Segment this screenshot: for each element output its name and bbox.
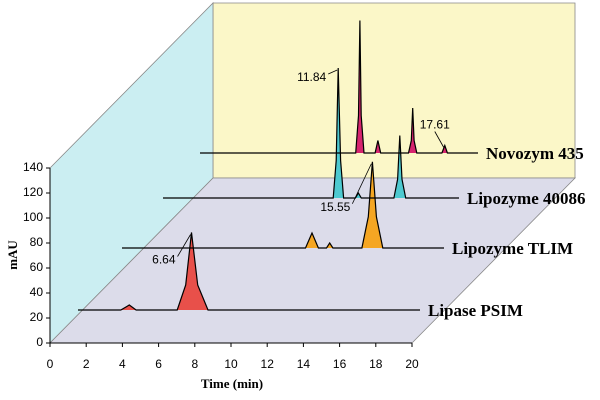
trace [200, 20, 478, 154]
y-tick-label: 120 [23, 185, 43, 199]
peak-annotation: 11.84 [297, 70, 326, 84]
y-tick-label: 100 [23, 210, 43, 224]
trace [122, 161, 444, 249]
peak-annotation: 17.61 [420, 118, 450, 132]
x-tick-label: 12 [261, 357, 275, 371]
x-tick-label: 20 [405, 357, 419, 371]
y-tick-label: 0 [36, 335, 43, 349]
y-tick-label: 80 [30, 235, 44, 249]
series-label: Lipozyme 40086 [467, 189, 586, 208]
x-axis-title: Time (min) [201, 376, 263, 391]
x-tick-label: 18 [369, 357, 383, 371]
annotation-arrow [434, 131, 445, 148]
x-tick-label: 14 [297, 357, 311, 371]
series-label: Lipozyme TLIM [452, 239, 573, 258]
y-tick-label: 20 [30, 310, 44, 324]
series-label: Novozym 435 [486, 144, 584, 163]
y-axis-title: mAU [5, 240, 20, 270]
peak-annotation: 6.64 [152, 253, 176, 267]
annotation-arrow [177, 234, 191, 257]
peak-annotation: 15.55 [320, 200, 350, 214]
x-tick-label: 8 [191, 357, 198, 371]
series-label: Lipase PSIM [428, 301, 523, 320]
x-tick-label: 10 [224, 357, 238, 371]
x-tick-label: 6 [155, 357, 162, 371]
x-tick-label: 2 [83, 357, 90, 371]
y-tick-label: 140 [23, 160, 43, 174]
annotation-arrow [328, 69, 338, 75]
y-tick-label: 60 [30, 260, 44, 274]
x-tick-label: 4 [119, 357, 126, 371]
trace [163, 67, 459, 199]
trace [78, 232, 420, 311]
y-tick-label: 40 [30, 285, 44, 299]
x-tick-label: 0 [47, 357, 54, 371]
x-tick-label: 16 [333, 357, 347, 371]
